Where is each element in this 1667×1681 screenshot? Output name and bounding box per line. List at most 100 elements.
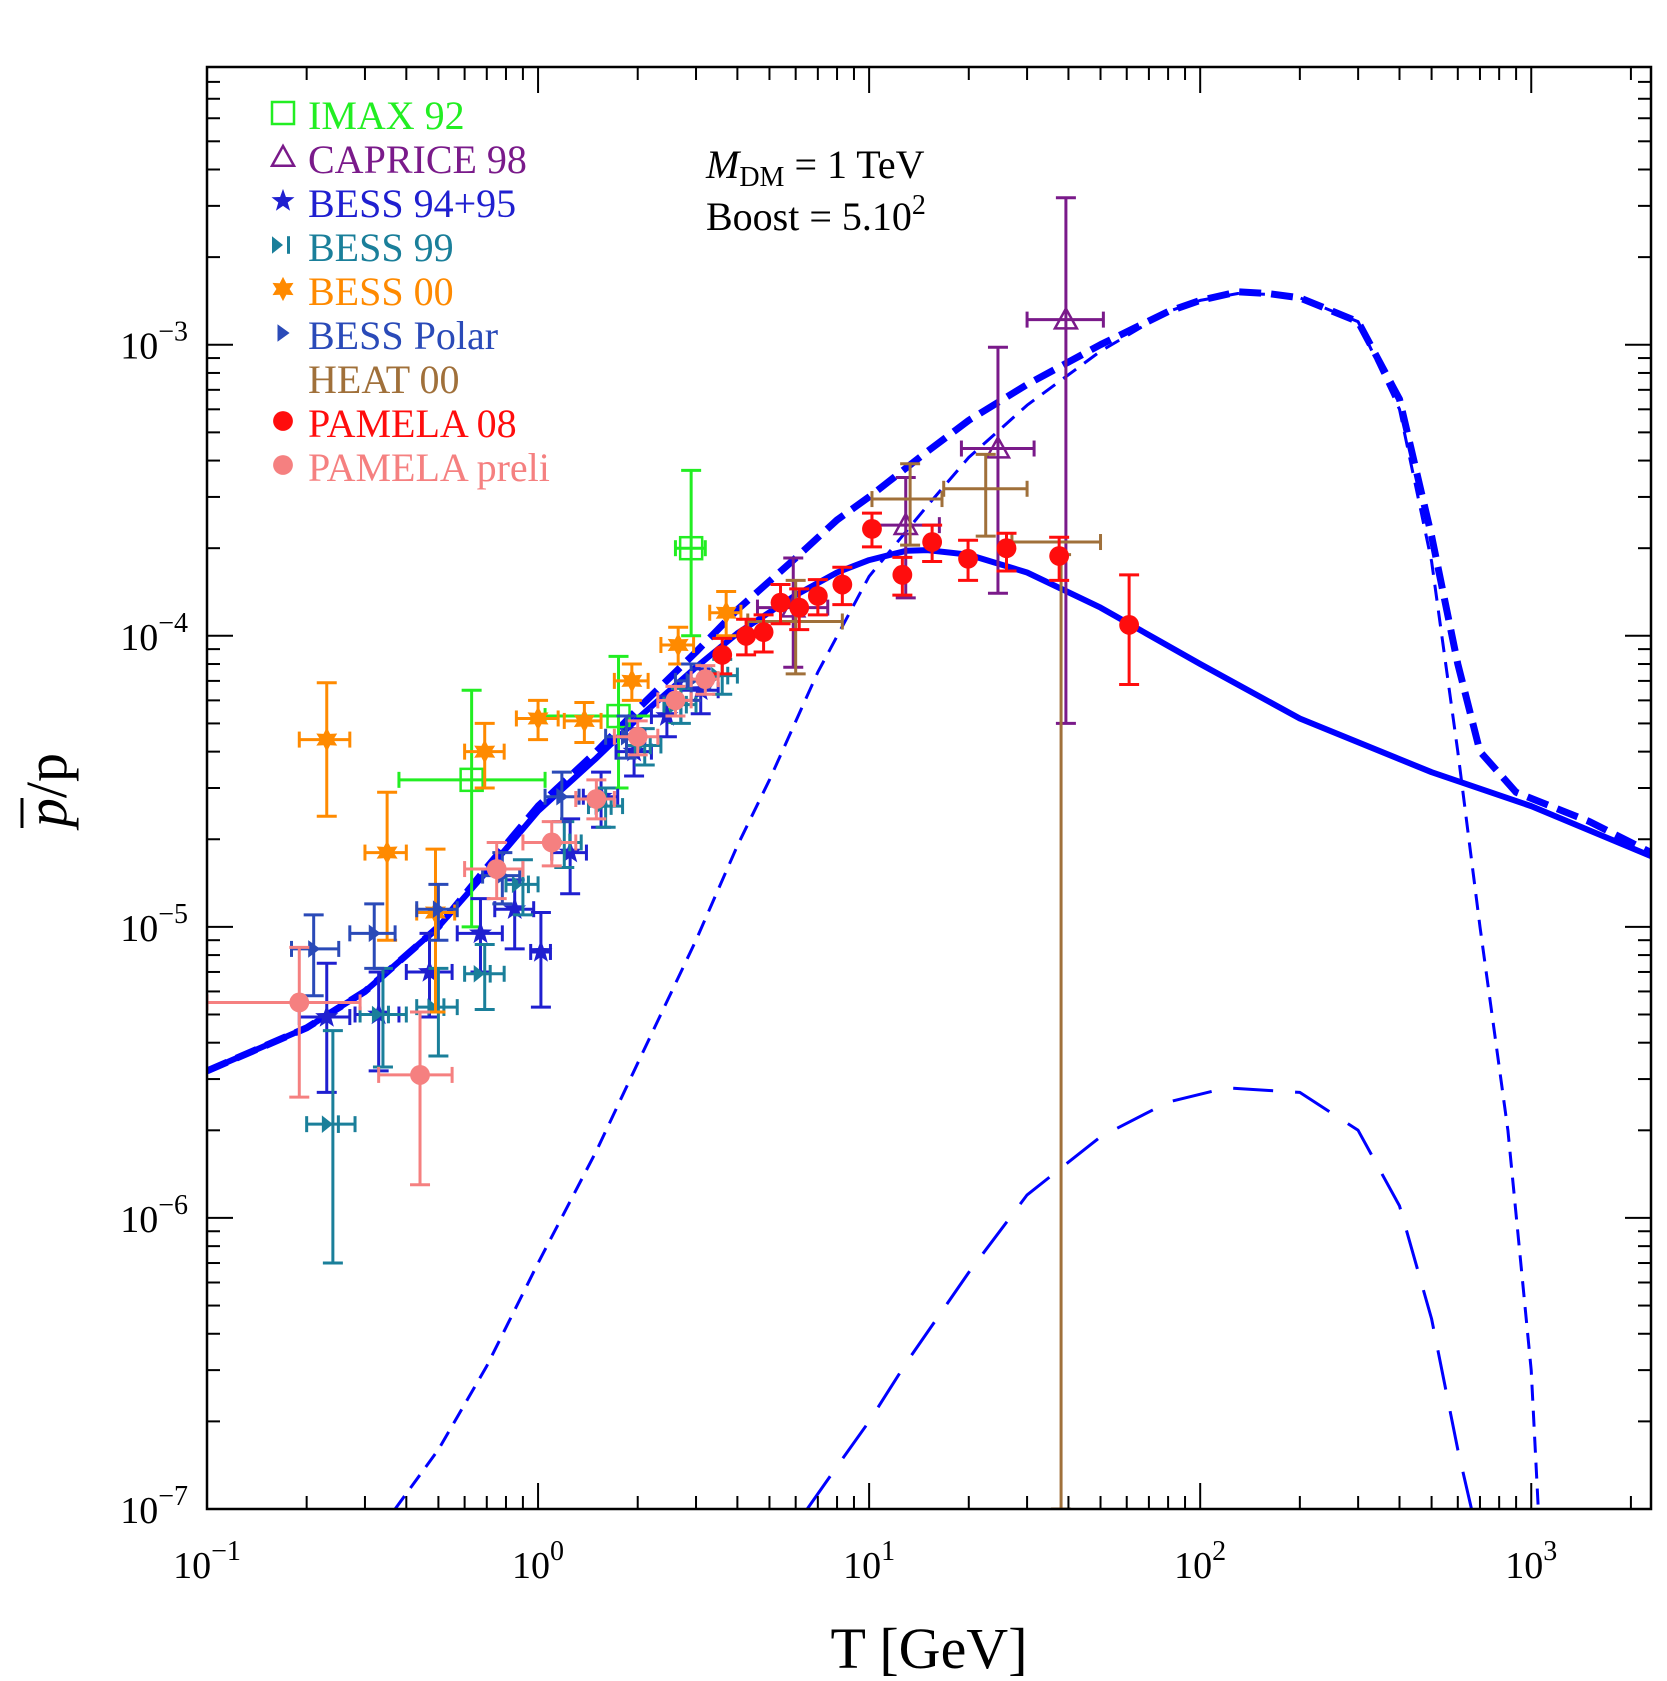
data-point xyxy=(550,817,588,896)
x-tick-base: 10 xyxy=(173,1545,211,1587)
legend-label: BESS 00 xyxy=(308,269,454,314)
data-marker xyxy=(474,739,496,764)
x-tick-label: 103 xyxy=(1505,1536,1557,1587)
x-tick-base: 10 xyxy=(512,1545,550,1587)
data-point xyxy=(358,966,408,1069)
legend-marker xyxy=(273,411,293,431)
y-tick-base: 10 xyxy=(120,908,158,950)
series-pamela-preli xyxy=(207,664,720,1187)
legend-marker xyxy=(272,276,294,302)
data-point xyxy=(612,719,660,757)
y-tick-label: 10−6 xyxy=(120,1190,188,1241)
annotation-boost: Boost = 5.10 xyxy=(706,194,912,239)
data-marker xyxy=(695,669,716,690)
data-point xyxy=(753,613,774,654)
data-point xyxy=(207,945,362,1099)
x-tick-exp: 0 xyxy=(550,1536,564,1567)
y-tick-label: 10−3 xyxy=(120,317,188,368)
data-point xyxy=(463,840,525,901)
data-marker xyxy=(316,727,338,752)
data-marker xyxy=(689,678,713,701)
x-tick-exp: 2 xyxy=(1212,1536,1226,1567)
data-point xyxy=(832,565,853,607)
legend-marker xyxy=(273,455,293,475)
data-point xyxy=(807,578,828,617)
x-tick-labels: 10−1 100 101 102 103 xyxy=(173,1536,1557,1587)
data-point xyxy=(689,664,720,696)
data-marker xyxy=(289,992,310,1013)
data-point xyxy=(562,701,603,744)
major-ticks xyxy=(206,67,1651,1510)
x-tick-label: 102 xyxy=(1174,1536,1226,1587)
data-marker xyxy=(667,632,689,658)
legend-label: PAMELA 08 xyxy=(308,401,517,446)
y-tick-base: 10 xyxy=(120,1199,158,1241)
data-marker xyxy=(368,924,381,943)
data-marker xyxy=(770,592,791,613)
y-tick-label: 10−7 xyxy=(120,1481,188,1532)
legend-marker xyxy=(277,324,290,342)
data-marker xyxy=(712,644,733,665)
legend-item-heat-00: HEAT 00 xyxy=(308,357,459,402)
data-marker xyxy=(469,921,492,944)
x-axis-label: T [GeV] xyxy=(830,1616,1027,1681)
legend-label: BESS 99 xyxy=(308,225,454,270)
x-tick-base: 10 xyxy=(1505,1545,1543,1587)
data-marker xyxy=(1052,306,1080,330)
y-tick-label: 10−5 xyxy=(120,899,188,950)
legend-item-bess-94-95: BESS 94+95 xyxy=(271,181,516,226)
series-caprice-98 xyxy=(755,196,1105,725)
data-marker xyxy=(736,625,756,646)
legend-label: CAPRICE 98 xyxy=(308,137,527,182)
data-marker xyxy=(503,897,527,919)
legend-item-pamela-08: PAMELA 08 xyxy=(273,401,517,446)
annotation: MDM = 1 TeV Boost = 5.102 xyxy=(705,142,926,239)
data-point xyxy=(958,538,979,582)
data-marker xyxy=(321,1115,333,1133)
data-marker xyxy=(527,706,549,731)
data-marker xyxy=(665,690,686,711)
data-point xyxy=(612,662,650,702)
data-point xyxy=(1049,535,1070,582)
data-point xyxy=(353,970,401,1073)
data-point xyxy=(521,820,578,868)
data-marker xyxy=(922,532,943,552)
data-series xyxy=(207,196,1140,1509)
y-axis-label: p/p xyxy=(14,753,79,831)
data-marker xyxy=(418,959,441,982)
data-point xyxy=(574,778,616,821)
y-tick-base: 10 xyxy=(120,617,158,659)
y-tick-exp: −4 xyxy=(158,608,188,639)
x-tick-base: 10 xyxy=(843,1545,881,1587)
data-marker xyxy=(541,832,562,853)
data-marker xyxy=(459,767,484,793)
data-marker xyxy=(892,564,913,585)
data-marker xyxy=(558,840,582,863)
svg-text:p/p: p/p xyxy=(14,753,79,831)
data-marker xyxy=(862,518,882,539)
data-point xyxy=(736,617,757,657)
y-tick-exp: −3 xyxy=(158,317,188,348)
y-tick-exp: −6 xyxy=(158,1190,188,1221)
data-point xyxy=(463,721,506,790)
legend-item-imax-92: IMAX 92 xyxy=(270,93,465,138)
data-marker xyxy=(678,535,704,561)
data-marker xyxy=(789,597,810,618)
x-tick-exp: 3 xyxy=(1543,1536,1557,1567)
y-tick-exp: −5 xyxy=(158,899,188,930)
data-point xyxy=(363,790,408,942)
data-point xyxy=(861,511,882,549)
data-point xyxy=(770,583,791,626)
data-marker xyxy=(371,1005,383,1024)
data-marker xyxy=(376,840,398,865)
data-point xyxy=(529,911,553,1009)
legend-item-caprice-98: CAPRICE 98 xyxy=(269,137,527,182)
legend-item-bess-polar: BESS Polar xyxy=(277,313,498,358)
y-tick-labels: 10−710−610−510−410−3 xyxy=(120,317,188,1532)
legend-item-bess-99: BESS 99 xyxy=(272,225,454,270)
annotation-sup: 2 xyxy=(912,190,926,221)
data-marker xyxy=(1119,615,1140,635)
data-marker xyxy=(486,859,507,879)
data-point xyxy=(377,1010,454,1187)
data-point xyxy=(942,452,1029,538)
